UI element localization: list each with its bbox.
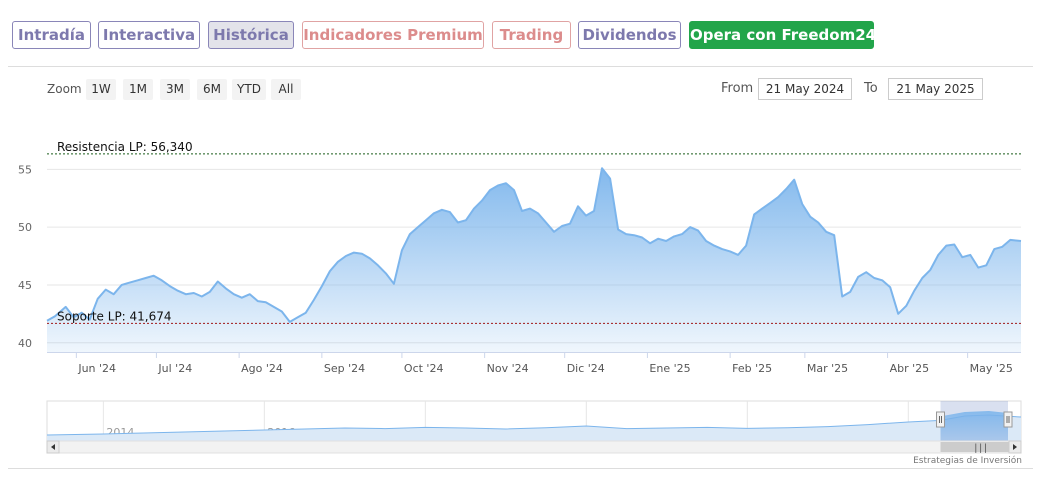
scroll-right-button[interactable] [1008,440,1022,454]
opera-freedom24-button[interactable]: Opera con Freedom24 [689,21,876,49]
price-line [46,167,1022,323]
tab-interactiva[interactable]: Interactiva [98,21,200,49]
x-tick-label: May '25 [970,362,1013,375]
zoom-ytd-button[interactable]: YTD [232,79,266,100]
navigator-year-label: 2018 [428,426,456,439]
arrow-right-icon [1013,444,1017,450]
x-tick-label: Sep '24 [324,362,365,375]
navigator-frame [46,400,1022,442]
resistance-label: Resistencia LP: 56,340 [57,140,193,154]
x-tick-label: Jun '24 [77,362,116,375]
x-tick-label: Nov '24 [487,362,529,375]
support-label: Soporte LP: 41,674 [57,309,172,323]
x-tick-label: Ene '25 [649,362,690,375]
tab-historica[interactable]: Histórica [208,21,294,49]
navigator-right-handle[interactable] [1003,411,1013,428]
chart-credit: Estrategias de Inversión [913,456,1022,466]
bottom-divider [8,468,1033,469]
zoom-all-button[interactable]: All [271,79,301,100]
x-tick-label: Oct '24 [404,362,444,375]
navigator-year-label: 2020 [589,426,617,439]
zoom-1w-button[interactable]: 1W [86,79,116,100]
to-date-input[interactable]: 21 May 2025 [888,78,983,100]
tab-trading[interactable]: Trading [492,21,571,49]
navigator-left-handle[interactable] [936,411,946,428]
tab-indicadores-premium[interactable]: Indicadores Premium [302,21,484,49]
from-date-input[interactable]: 21 May 2024 [758,78,852,100]
y-tick-label: 50 [18,221,32,234]
tab-dividendos[interactable]: Dividendos [578,21,681,49]
navigator-year-label: 2024 [911,426,939,439]
to-label: To [864,81,878,96]
zoom-3m-button[interactable]: 3M [160,79,190,100]
tab-intradia[interactable]: Intradía [12,21,91,49]
x-tick-label: Abr '25 [890,362,930,375]
x-tick-label: Jul '24 [157,362,192,375]
x-tick-label: Mar '25 [807,362,848,375]
navigator-year-label: 2016 [267,426,295,439]
scrollbar-track [46,440,1022,454]
navigator-line [46,414,1022,436]
navigator-selection [940,401,1008,441]
x-tick-label: Feb '25 [732,362,772,375]
navigator-selected-area [940,411,1008,441]
navigator-year-label: 2022 [750,426,778,439]
from-label: From [721,81,754,96]
y-tick-label: 55 [18,163,32,176]
scroll-left-button[interactable] [46,440,60,454]
scrollbar-grip-icon: │││ [974,443,988,453]
scrollbar-thumb[interactable] [940,442,1019,452]
y-tick-label: 40 [18,337,32,350]
zoom-6m-button[interactable]: 6M [197,79,227,100]
x-tick-label: Ago '24 [241,362,283,375]
top-divider [8,66,1033,67]
navigator-year-label: 2014 [106,426,134,439]
handle-body [936,411,946,428]
y-tick-label: 45 [18,279,32,292]
x-tick-label: Dic '24 [567,362,605,375]
arrow-left-icon [51,444,55,450]
handle-body [1003,411,1013,428]
zoom-label: Zoom [47,82,82,96]
zoom-1m-button[interactable]: 1M [123,79,153,100]
navigator-area [47,415,1021,441]
price-area [47,168,1021,352]
